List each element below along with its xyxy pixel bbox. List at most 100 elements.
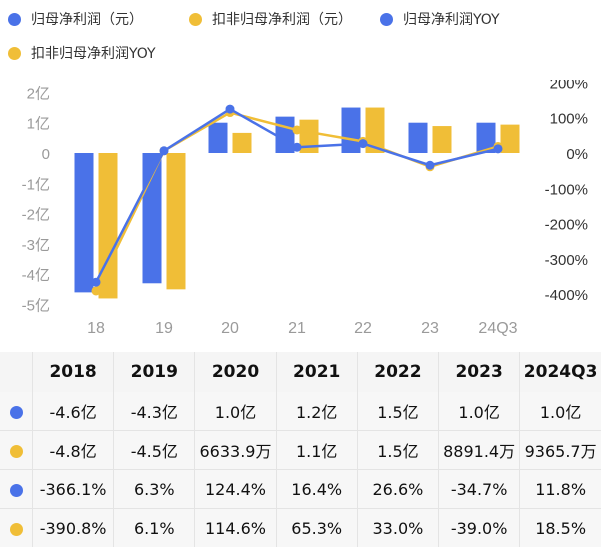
legend-swatch xyxy=(8,12,21,26)
legend-item[interactable]: 归母净利润YOY xyxy=(380,9,500,29)
table-row: -4.6亿 -4.3亿 1.0亿 1.2亿 1.5亿 1.0亿 1.0亿 xyxy=(0,392,601,431)
bar xyxy=(166,153,186,290)
data-point xyxy=(358,139,368,149)
combo-chart: 2亿 1亿 0 -1亿 -2亿 -3亿 -4亿 -5亿 200% 100% 0% -100% -200… xyxy=(22,80,588,337)
table-header-row: 2018 2019 2020 2021 2022 2023 2024Q3 xyxy=(0,352,601,392)
legend-swatch xyxy=(8,46,21,60)
table-cell: -4.6亿 xyxy=(31,392,114,431)
left-tick-label: 2亿 xyxy=(27,85,50,102)
table-cell: 1.0亿 xyxy=(438,392,520,431)
table-cell: -34.7% xyxy=(438,469,520,509)
legend-label: 扣非归母净利润（元） xyxy=(212,12,352,28)
legend-label: 扣非归母净利润YOY xyxy=(31,46,156,62)
table-cell: 16.4% xyxy=(275,469,358,509)
right-axis: 200% 100% 0% -100% -200% -300% -400% xyxy=(545,80,588,304)
row-marker xyxy=(0,469,33,509)
legend-label: 归母净利润（元） xyxy=(31,12,143,28)
x-tick-label: 23 xyxy=(421,320,439,337)
bar xyxy=(500,124,520,153)
right-tick-label: -300% xyxy=(545,252,588,269)
data-point xyxy=(292,142,302,152)
left-tick-label: -2亿 xyxy=(22,207,50,224)
x-tick-label: 19 xyxy=(155,320,173,337)
table-cell: -366.1% xyxy=(31,469,114,509)
right-tick-label: -400% xyxy=(545,287,588,304)
bar xyxy=(275,116,295,153)
table-cell: 124.4% xyxy=(194,469,277,509)
table-cell: 26.6% xyxy=(356,469,439,509)
row-marker xyxy=(0,430,33,470)
legend-item[interactable]: 归母净利润（元） xyxy=(8,9,143,29)
bar xyxy=(476,122,496,153)
data-point xyxy=(292,125,302,135)
bar xyxy=(98,153,118,299)
x-tick-label: 20 xyxy=(221,320,239,337)
series-dot xyxy=(9,405,23,419)
table-cell: 33.0% xyxy=(356,508,439,547)
x-tick-label: 18 xyxy=(87,320,105,337)
legend-swatch xyxy=(380,12,393,26)
legend-item[interactable]: 扣非归母净利润YOY xyxy=(8,43,156,63)
x-tick-label: 22 xyxy=(354,320,372,337)
legend-item[interactable]: 扣非归母净利润（元） xyxy=(189,9,352,29)
data-table: 2018 2019 2020 2021 2022 2023 2024Q3 -4.… xyxy=(0,352,601,547)
right-tick-label: 0% xyxy=(566,146,588,163)
series-dot xyxy=(9,444,23,458)
bar xyxy=(341,107,361,153)
left-tick-label: -5亿 xyxy=(22,298,50,315)
bar xyxy=(299,119,319,153)
table-cell: -4.3亿 xyxy=(113,392,195,431)
table-cell: -39.0% xyxy=(438,508,520,547)
x-tick-label: 21 xyxy=(288,320,306,337)
left-tick-label: 0 xyxy=(42,146,50,163)
x-tick-label: 24Q3 xyxy=(478,320,517,337)
table-header-cell xyxy=(0,352,33,392)
table-cell: 1.0亿 xyxy=(519,392,601,431)
row-marker xyxy=(0,508,33,547)
table-header-cell: 2022 xyxy=(356,352,439,392)
table-row: -390.8% 6.1% 114.6% 65.3% 33.0% -39.0% 1… xyxy=(0,508,601,547)
table-cell: 6633.9万 xyxy=(194,430,277,470)
left-tick-label: -4亿 xyxy=(22,267,50,284)
data-point xyxy=(159,146,169,156)
line-layer xyxy=(91,104,503,296)
table-cell: 6.1% xyxy=(113,508,195,547)
bar xyxy=(365,107,385,153)
bar xyxy=(208,122,228,153)
table-cell: 18.5% xyxy=(519,508,601,547)
table-cell: 114.6% xyxy=(194,508,277,547)
right-tick-label: -100% xyxy=(545,181,588,198)
right-tick-label: 100% xyxy=(550,111,588,128)
table-header-cell: 2023 xyxy=(438,352,520,392)
table-header-cell: 2021 xyxy=(275,352,358,392)
left-tick-label: -3亿 xyxy=(22,237,50,254)
table-cell: 8891.4万 xyxy=(438,430,520,470)
right-tick-label: 200% xyxy=(550,80,588,92)
table-row: -4.8亿 -4.5亿 6633.9万 1.1亿 1.5亿 8891.4万 93… xyxy=(0,430,601,470)
x-axis: 18 19 20 21 22 23 24Q3 xyxy=(87,320,518,337)
bar-layer xyxy=(74,107,520,299)
data-point xyxy=(91,277,101,287)
legend-swatch xyxy=(189,12,202,26)
bar xyxy=(408,122,428,153)
right-tick-label: -200% xyxy=(545,217,588,234)
table-cell: 1.5亿 xyxy=(356,392,439,431)
table-cell: 1.0亿 xyxy=(194,392,277,431)
legend: 归母净利润（元） 扣非归母净利润（元） 归母净利润YOY 扣非归母净利润YOY xyxy=(0,0,601,80)
table-header-cell: 2018 xyxy=(31,352,114,392)
data-point xyxy=(425,160,435,170)
bar xyxy=(232,132,252,153)
data-point xyxy=(225,104,235,114)
left-tick-label: -1亿 xyxy=(22,176,50,193)
series-dot xyxy=(9,483,23,497)
table-cell: 65.3% xyxy=(275,508,358,547)
left-tick-label: 1亿 xyxy=(27,116,50,133)
bar xyxy=(74,153,94,293)
table-cell: -4.8亿 xyxy=(31,430,114,470)
legend-label: 归母净利润YOY xyxy=(403,12,500,28)
table-cell: 11.8% xyxy=(519,469,601,509)
table-header-cell: 2020 xyxy=(194,352,277,392)
table-cell: 1.5亿 xyxy=(356,430,439,470)
data-point xyxy=(91,286,101,296)
